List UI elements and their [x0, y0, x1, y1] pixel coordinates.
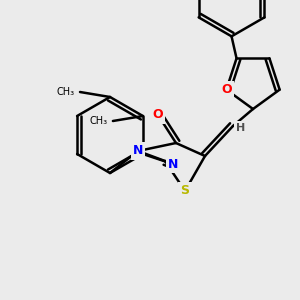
- Text: CH₃: CH₃: [90, 116, 108, 126]
- Text: O: O: [221, 83, 232, 96]
- Text: H: H: [236, 123, 246, 133]
- Text: CH₃: CH₃: [57, 87, 75, 97]
- Text: N: N: [168, 158, 178, 170]
- Text: N: N: [133, 145, 143, 158]
- Text: S: S: [181, 184, 190, 197]
- Text: O: O: [153, 109, 163, 122]
